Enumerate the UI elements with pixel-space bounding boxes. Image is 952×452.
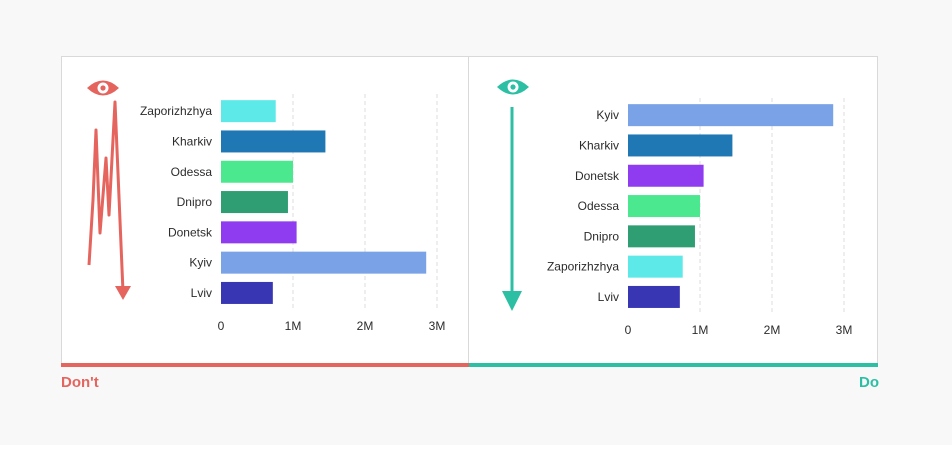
category-label: Lviv — [191, 286, 212, 300]
category-label: Dnipro — [177, 195, 213, 209]
category-label: Donetsk — [575, 169, 620, 183]
category-label: Odessa — [171, 165, 213, 179]
panel-divider — [468, 56, 469, 366]
bar — [221, 281, 273, 304]
bar — [221, 221, 297, 244]
category-label: Donetsk — [168, 225, 213, 239]
tick-label: 2M — [764, 323, 781, 337]
category-label: Odessa — [578, 199, 620, 213]
tick-label: 1M — [692, 323, 709, 337]
tick-label: 3M — [836, 323, 853, 337]
eye-icon — [87, 80, 119, 96]
bar — [628, 225, 695, 248]
tick-label: 2M — [357, 319, 374, 333]
bar — [221, 251, 427, 274]
category-label: Kyiv — [596, 108, 619, 122]
tick-label: 0 — [218, 319, 225, 333]
tick-label: 0 — [625, 323, 632, 337]
do-label: Do — [859, 374, 879, 391]
category-label: Kharkiv — [172, 134, 212, 148]
category-label: Dnipro — [584, 229, 620, 243]
tick-label: 3M — [429, 319, 446, 333]
bar — [628, 164, 704, 187]
bar — [628, 134, 733, 157]
bar — [628, 255, 683, 278]
eye-icon — [497, 79, 529, 95]
bar — [628, 195, 700, 218]
category-label: Zaporizhzhya — [140, 104, 212, 118]
category-label: Lviv — [598, 290, 619, 304]
category-label: Zaporizhzhya — [547, 260, 619, 274]
zigzag-arrow-icon — [87, 100, 131, 300]
bar — [221, 130, 326, 153]
bar — [628, 285, 680, 308]
do-strip — [469, 363, 878, 367]
down-arrow-icon — [502, 107, 522, 311]
dont-strip — [61, 363, 469, 367]
dont-label: Don't — [61, 374, 99, 391]
bar — [221, 100, 276, 123]
bar — [221, 160, 293, 183]
tick-label: 1M — [285, 319, 302, 333]
category-label: Kharkiv — [579, 138, 619, 152]
bar — [221, 191, 288, 214]
category-label: Kyiv — [189, 256, 212, 270]
bar — [628, 104, 834, 127]
